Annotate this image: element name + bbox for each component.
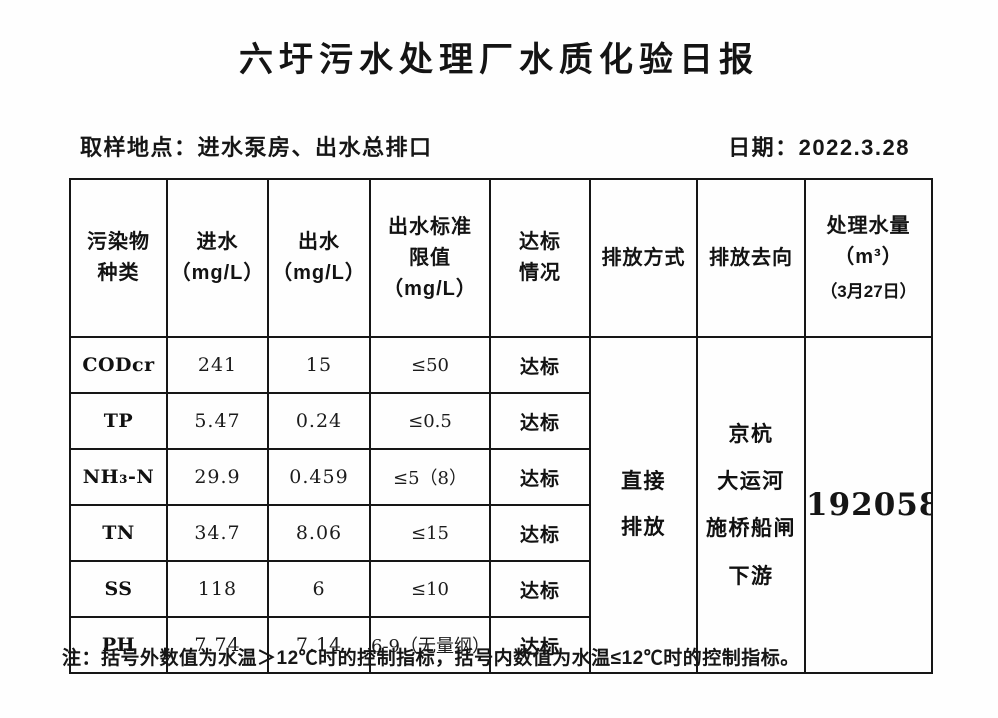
cell-compliance-status: 达标 (489, 616, 591, 675)
header-treated-volume: 处理水量 （m³） （3月27日） (804, 177, 933, 339)
cell-limit-value: ≤0.5 (369, 392, 491, 451)
cell-limit-value: ≤50 (369, 336, 491, 395)
date-label: 日期：2022.3.28 (728, 135, 910, 160)
table-row-nh3n: NH₃-N 29.9 0.459 ≤5（8） 达标 (69, 448, 932, 507)
cell-compliance-status: 达标 (489, 504, 591, 563)
header-discharge-destination: 排放去向 (696, 177, 806, 339)
cell-treated-volume: 192058 (804, 336, 933, 675)
footnote: 注：括号外数值为水温＞12℃时的控制指标，括号内数值为水温≤12℃时的控制指标。 (62, 648, 800, 669)
header-compliance: 达标 情况 (489, 177, 591, 339)
cell-influent-value: 5.47 (166, 392, 269, 451)
table-row-ss: SS 118 6 ≤10 达标 (69, 560, 932, 619)
cell-limit-value: 6-9（无量纲） (369, 616, 491, 675)
cell-pollutant-name: CODcr (69, 336, 168, 395)
cell-limit-value: ≤10 (369, 560, 491, 619)
header-effluent: 出水 （mg/L） (267, 177, 371, 339)
cell-effluent-value: 8.06 (267, 504, 371, 563)
header-pollutant-type: 污染物 种类 (69, 177, 168, 339)
sampling-point-label: 取样地点：进水泵房、出水总排口 (80, 135, 433, 160)
cell-influent-value: 241 (166, 336, 269, 395)
cell-effluent-value: 7.14 (267, 616, 371, 675)
cell-compliance-status: 达标 (489, 392, 591, 451)
cell-effluent-value: 15 (267, 336, 371, 395)
header-influent: 进水 （mg/L） (166, 177, 269, 339)
cell-limit-value: ≤5（8） (369, 448, 491, 507)
cell-pollutant-name: NH₃-N (69, 448, 168, 507)
header-treated-volume-date: （3月27日） (820, 282, 917, 301)
cell-influent-value: 7.74 (166, 616, 269, 675)
water-quality-table: 污染物 种类 进水 （mg/L） 出水 （mg/L） 出水标准 限值 （mg/L… (69, 177, 933, 675)
header-discharge-method: 排放方式 (589, 177, 698, 339)
meta-row: 取样地点：进水泵房、出水总排口 日期：2022.3.28 (80, 130, 910, 162)
cell-discharge-destination: 京杭 大运河 施桥船闸 下游 (696, 336, 806, 675)
cell-effluent-value: 0.24 (267, 392, 371, 451)
cell-pollutant-name: TP (69, 392, 168, 451)
header-treated-volume-main: 处理水量 （m³） (826, 215, 911, 268)
table-row-tn: TN 34.7 8.06 ≤15 达标 (69, 504, 932, 563)
page-title: 六圩污水处理厂水质化验日报 (239, 41, 759, 79)
table-header-row: 污染物 种类 进水 （mg/L） 出水 （mg/L） 出水标准 限值 （mg/L… (69, 177, 933, 339)
cell-pollutant-name: SS (69, 560, 168, 619)
cell-effluent-value: 0.459 (267, 448, 371, 507)
cell-discharge-method: 直接 排放 (589, 336, 698, 675)
header-effluent-limit: 出水标准 限值 （mg/L） (369, 177, 491, 339)
cell-limit-value: ≤15 (369, 504, 491, 563)
table-row-tp: TP 5.47 0.24 ≤0.5 达标 (69, 392, 932, 451)
cell-compliance-status: 达标 (489, 560, 591, 619)
table-row-ph: PH 7.74 7.14 6-9（无量纲） 达标 (69, 616, 932, 675)
cell-compliance-status: 达标 (489, 448, 591, 507)
cell-effluent-value: 6 (267, 560, 371, 619)
cell-influent-value: 118 (166, 560, 269, 619)
table-row-codcr: CODcr 241 15 ≤50 达标 直接 排放 京杭 大运河 施桥船闸 下游… (69, 336, 933, 675)
cell-pollutant-name: TN (69, 504, 168, 563)
cell-influent-value: 34.7 (166, 504, 269, 563)
cell-pollutant-name: PH (69, 616, 168, 675)
cell-compliance-status: 达标 (489, 336, 591, 395)
cell-influent-value: 29.9 (166, 448, 269, 507)
